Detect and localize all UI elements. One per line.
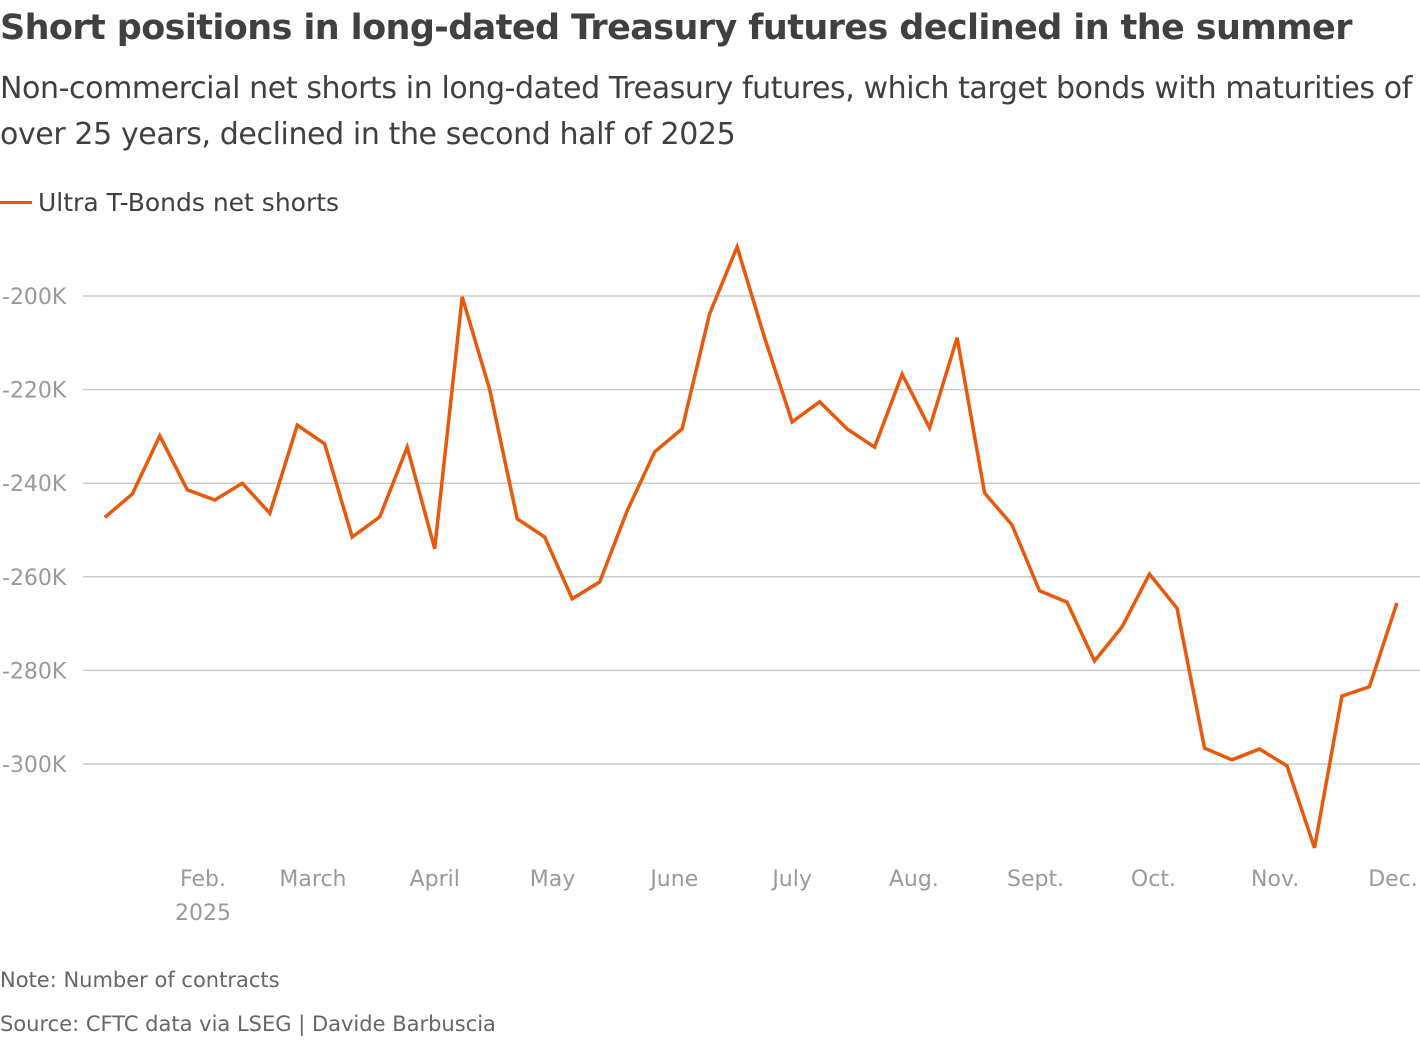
x-tick-label: May <box>530 867 575 892</box>
x-tick-label: Dec. <box>1368 867 1418 892</box>
x-tick-label: April <box>410 867 460 892</box>
x-tick-sublabel: 2025 <box>175 901 231 926</box>
x-tick-label: Feb. <box>180 867 226 892</box>
legend-label: Ultra T-Bonds net shorts <box>38 188 340 217</box>
y-tick-label: -200K <box>2 285 67 310</box>
x-tick-label: March <box>279 867 346 892</box>
y-tick-label: -260K <box>2 566 67 591</box>
y-tick-label: -280K <box>2 659 67 684</box>
y-tick-label: -300K <box>2 753 67 778</box>
source: Source: CFTC data via LSEG | Davide Barb… <box>0 1012 496 1036</box>
chart-title: Short positions in long-dated Treasury f… <box>0 8 1352 48</box>
x-tick-label: July <box>770 867 812 892</box>
y-tick-label: -220K <box>2 379 67 404</box>
x-tick-label: Oct. <box>1131 867 1176 892</box>
legend: Ultra T-Bonds net shorts <box>0 188 339 217</box>
x-tick-label: Nov. <box>1251 867 1299 892</box>
y-tick-label: -240K <box>2 472 67 497</box>
x-tick-label: Aug. <box>889 867 939 892</box>
chart-subtitle: Non-commercial net shorts in long-dated … <box>0 71 1412 152</box>
x-tick-label: Sept. <box>1007 867 1064 892</box>
legend-swatch <box>0 201 32 204</box>
x-tick-label: June <box>648 867 698 892</box>
series-line <box>103 241 1399 849</box>
note: Note: Number of contracts <box>0 968 280 992</box>
